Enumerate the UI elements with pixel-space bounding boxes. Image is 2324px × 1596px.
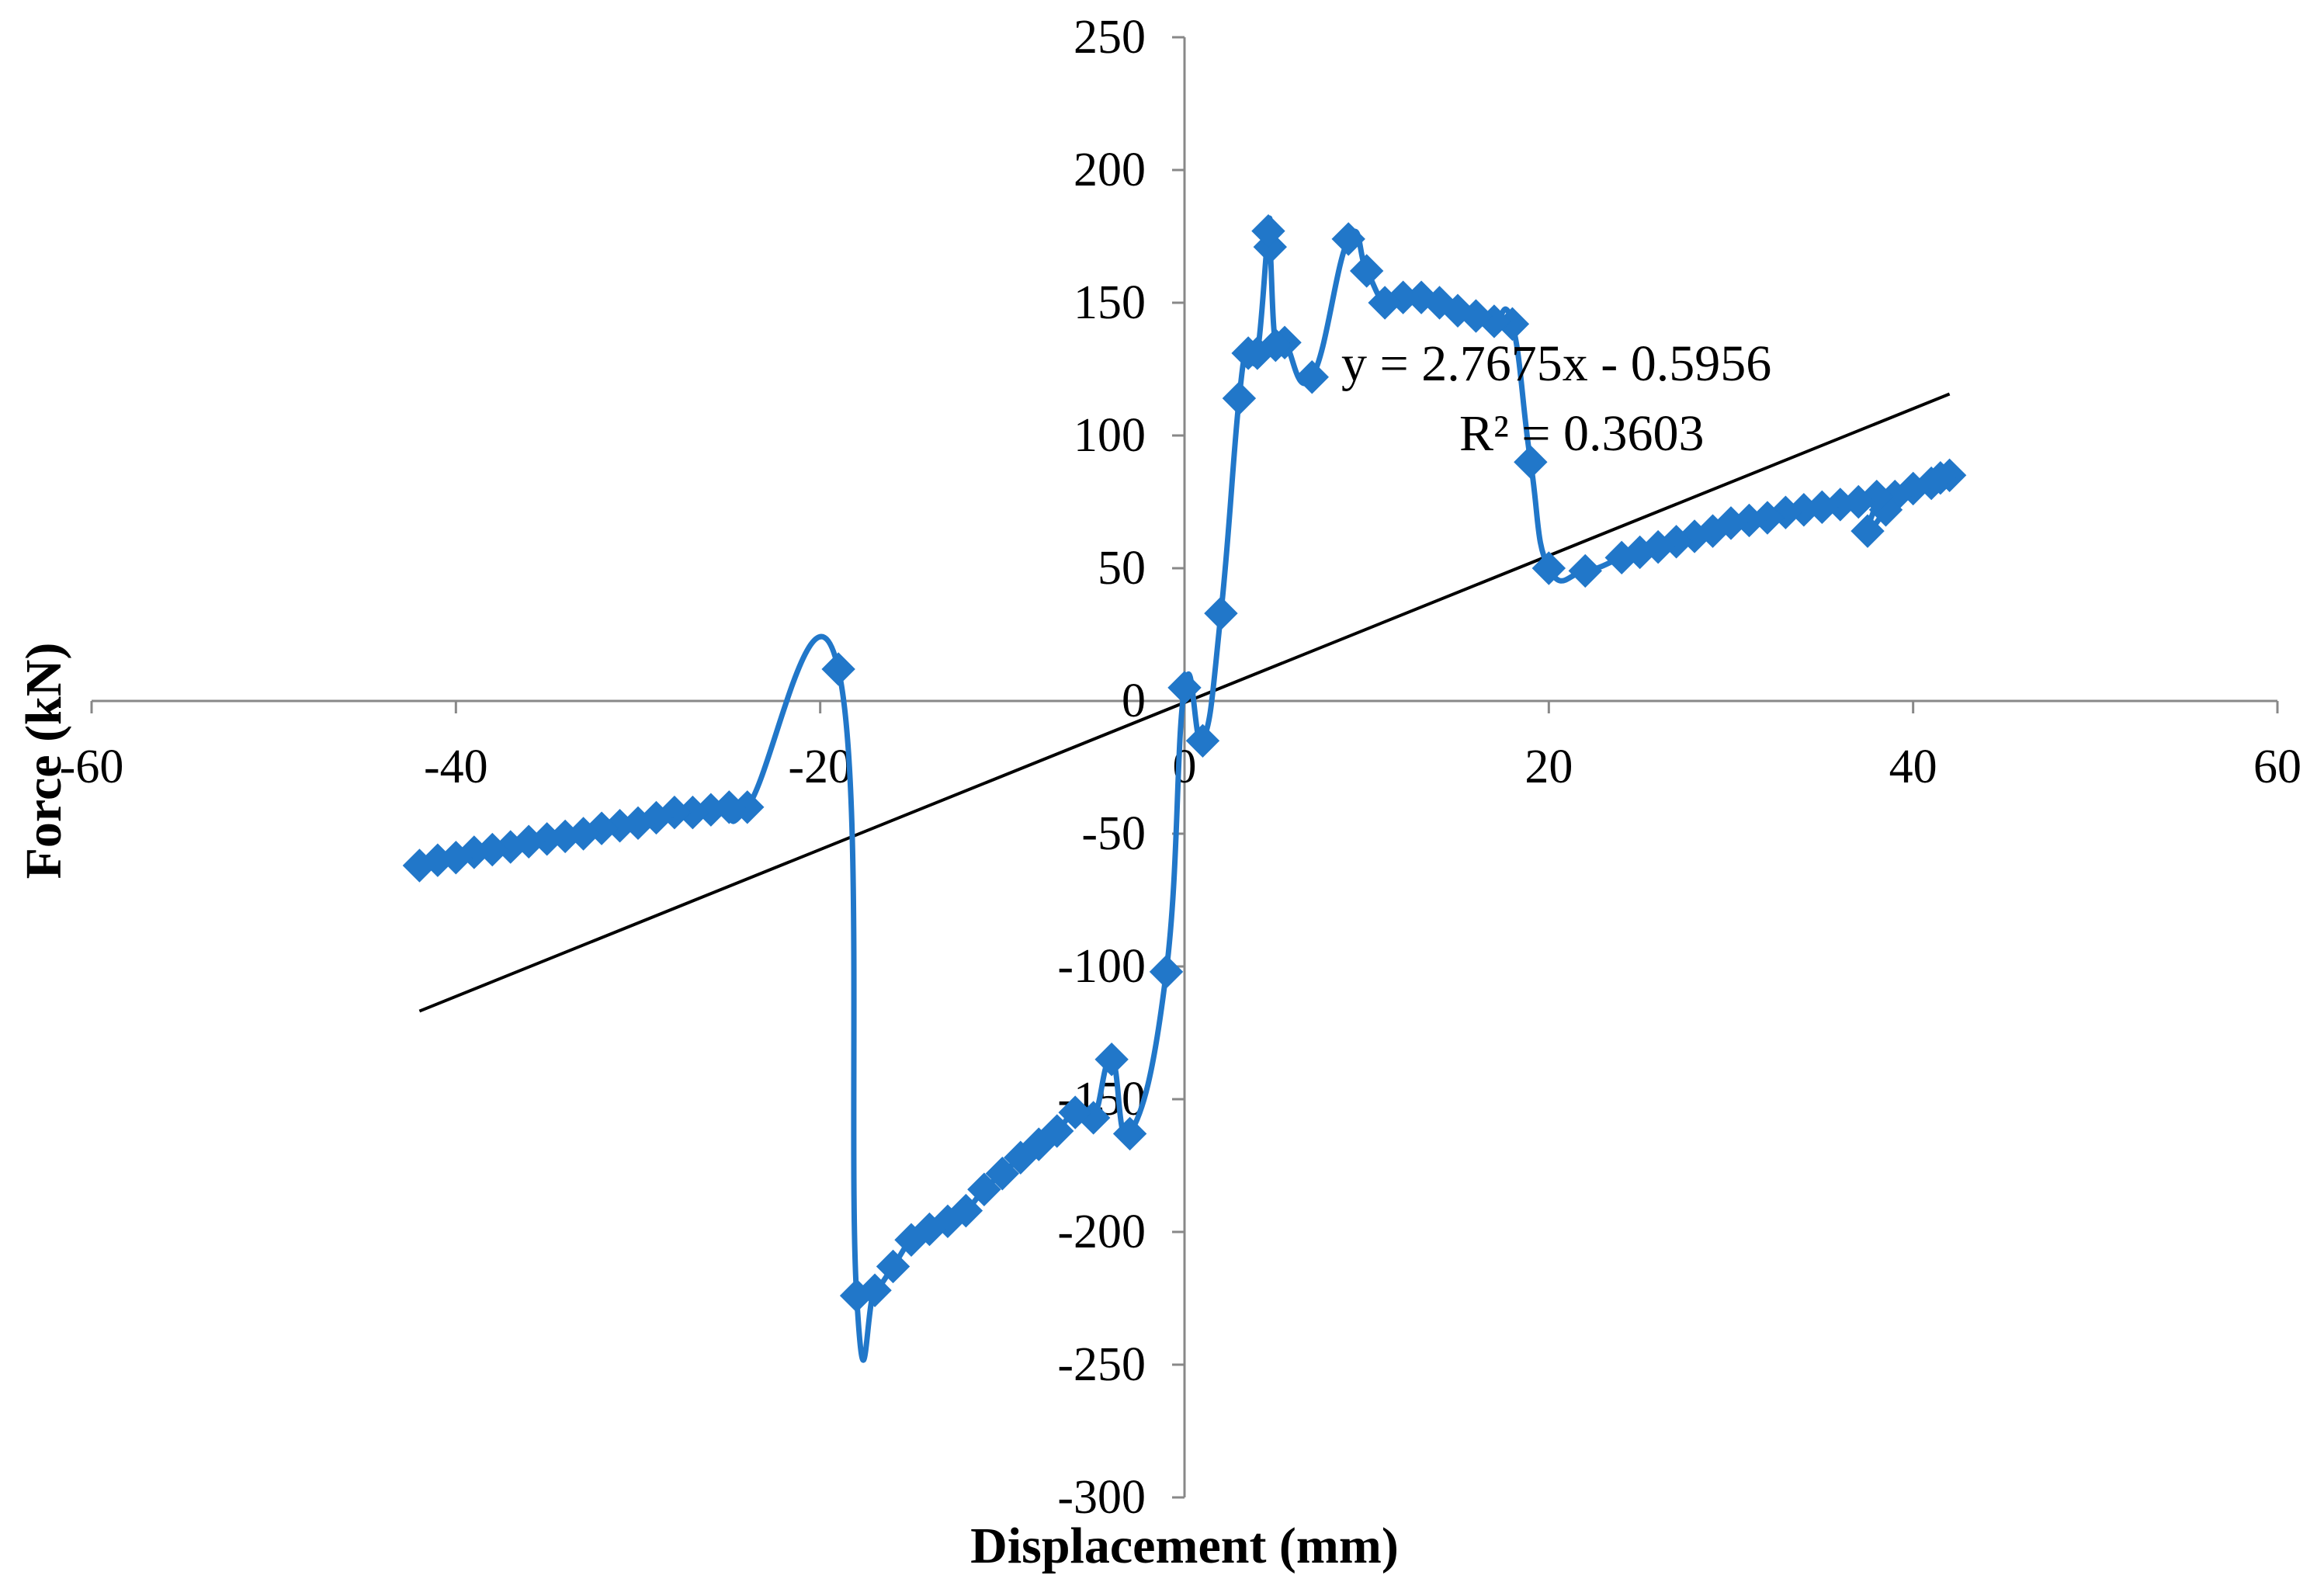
x-tick-label: -20 [788, 741, 852, 793]
axes: -60 -40 -20 0 20 40 60250200150100500-50-100-1… [60, 11, 2301, 1524]
y-tick-label: 150 [1074, 276, 1146, 329]
data-point [1295, 360, 1329, 394]
y-tick-label: 100 [1074, 409, 1146, 462]
data-point [1004, 1140, 1038, 1174]
data-point [985, 1157, 1020, 1191]
labels-layer: Displacement (mm) Force (kN) y = 2.7675x… [16, 335, 1771, 1574]
data-point [1222, 381, 1257, 415]
y-tick-label: 200 [1074, 144, 1146, 196]
data-point [1112, 1116, 1147, 1151]
data-point [1514, 445, 1548, 479]
data-point [1568, 553, 1602, 588]
x-axis-title: Displacement (mm) [970, 1518, 1399, 1574]
data-point [876, 1249, 911, 1284]
y-tick-label: -200 [1057, 1206, 1146, 1258]
data-point [967, 1172, 1001, 1206]
data-point [1349, 254, 1384, 288]
data-point [1204, 596, 1238, 630]
data-point [1149, 955, 1184, 989]
data-point [1604, 540, 1639, 575]
y-tick-label: 50 [1098, 542, 1146, 595]
data-point [402, 848, 437, 883]
data-point [1331, 222, 1365, 256]
data-point [1368, 286, 1402, 320]
data-point [1851, 514, 1885, 548]
y-tick-label: 250 [1074, 11, 1146, 64]
data-point [839, 1279, 874, 1313]
trendline-equation: y = 2.7675x - 0.5956 [1341, 335, 1771, 392]
y-tick-label: -300 [1057, 1471, 1146, 1524]
y-tick-label: -50 [1081, 807, 1146, 860]
data-point [1251, 213, 1285, 248]
x-tick-label: 20 [1524, 741, 1573, 793]
data-point [1185, 723, 1220, 758]
x-tick-label: 40 [1889, 741, 1937, 793]
data-point [1094, 1042, 1129, 1077]
data-point [821, 652, 855, 686]
y-tick-label: -100 [1057, 940, 1146, 993]
data-point [1531, 551, 1566, 585]
y-axis-title: Force (kN) [16, 643, 72, 880]
x-tick-label: -60 [60, 741, 124, 793]
x-tick-label: 60 [2253, 741, 2301, 793]
x-tick-label: -40 [424, 741, 488, 793]
trendline-r2: R² = 0.3603 [1459, 405, 1705, 462]
data-point [894, 1223, 928, 1257]
data-point [1058, 1095, 1092, 1129]
y-tick-label: -250 [1057, 1338, 1146, 1391]
data-point [1231, 336, 1265, 370]
data-point [1167, 671, 1202, 705]
series-layer [402, 213, 1967, 1363]
